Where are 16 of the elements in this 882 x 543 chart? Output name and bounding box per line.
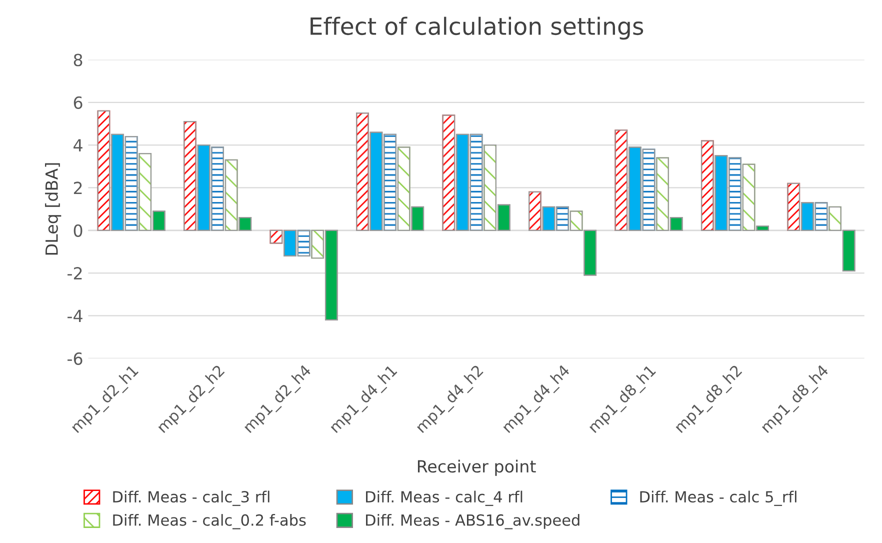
legend-label: Diff. Meas - calc_3 rfl bbox=[113, 490, 270, 506]
chart-title: Effect of calculation settings bbox=[310, 16, 644, 40]
y-axis-title: DLeq [dBA] bbox=[45, 163, 62, 255]
legend-label: Diff. Meas - calc_0.2 f-abs bbox=[113, 514, 306, 530]
legend-label: Diff. Meas - calc_4 rfl bbox=[366, 490, 522, 506]
y-tick-label: -4 bbox=[68, 310, 82, 322]
y-tick-label: 0 bbox=[74, 224, 82, 237]
legend-label: Diff. Meas - calc 5_rfl bbox=[640, 490, 796, 506]
y-tick-label: -6 bbox=[68, 352, 82, 365]
legend-label: Diff. Meas - ABS16_av.speed bbox=[366, 514, 580, 530]
y-tick-label: 6 bbox=[74, 96, 82, 109]
y-tick-label: 2 bbox=[74, 182, 82, 194]
y-tick-label: 4 bbox=[74, 139, 82, 152]
x-axis-title: Receiver point bbox=[418, 460, 536, 476]
y-tick-label: -2 bbox=[68, 267, 82, 280]
y-tick-label: 8 bbox=[74, 54, 82, 66]
